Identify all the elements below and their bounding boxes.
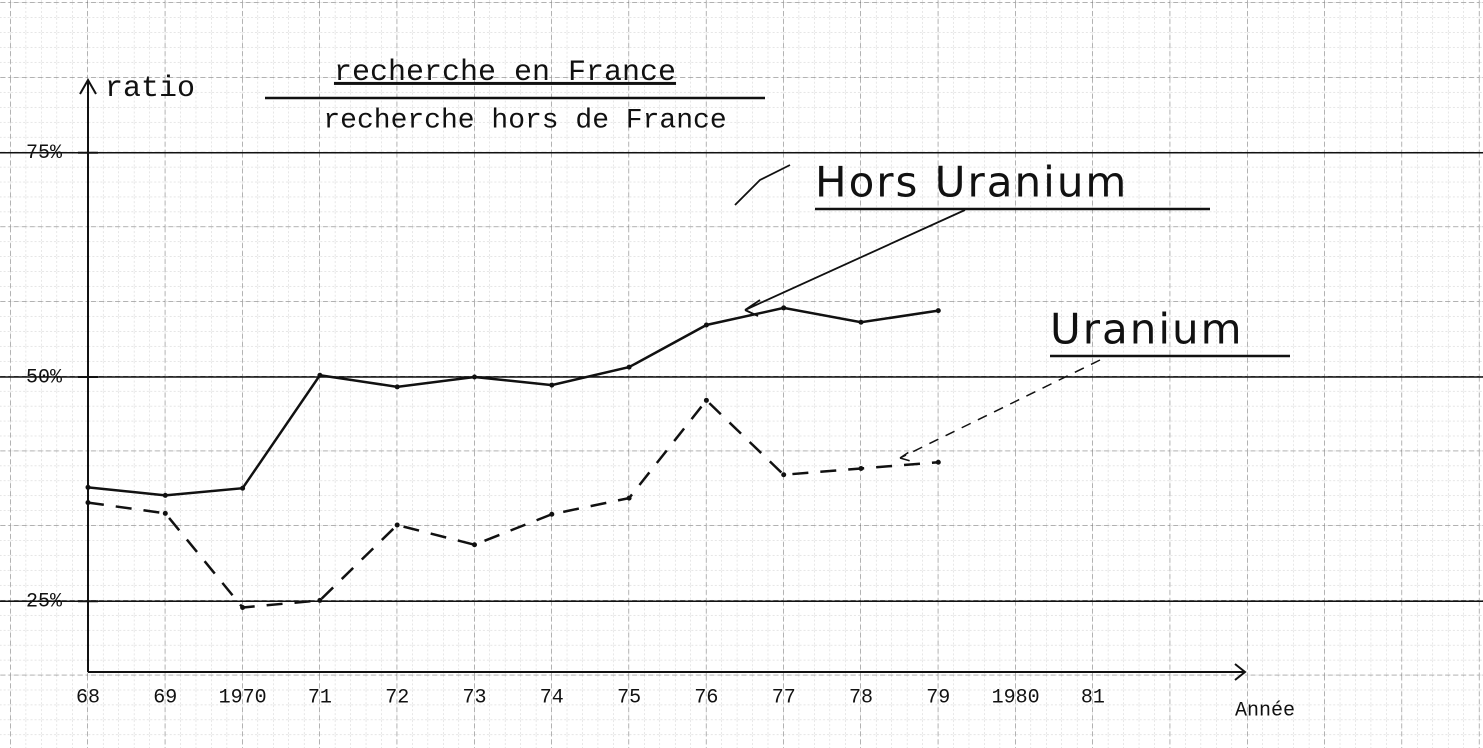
x-tick-label: 69 [153,686,177,709]
data-point [549,383,554,388]
data-point [86,500,91,505]
x-tick-label: 78 [849,686,873,709]
x-tick-label: 79 [926,686,950,709]
data-point [317,373,322,378]
x-tick-label: 71 [308,686,332,709]
data-point [472,542,477,547]
x-tick-label: 1980 [992,686,1040,709]
y-axis-label: ratio [105,72,195,106]
y-label-numerator: recherche en France [334,56,676,90]
data-point [781,472,786,477]
data-point [240,605,245,610]
x-tick-label: 81 [1081,686,1105,709]
data-point [859,320,864,325]
data-point [395,523,400,528]
data-point [472,375,477,380]
data-point [627,365,632,370]
x-tick-label: 76 [694,686,718,709]
y-label-denominator: recherche hors de France [323,105,726,136]
x-axis-label: Année [1235,699,1295,722]
x-tick-label: 72 [385,686,409,709]
data-point [936,308,941,313]
x-tick-label: 68 [76,686,100,709]
x-tick-label: 73 [462,686,486,709]
data-point [549,512,554,517]
data-point [395,384,400,389]
y-tick-label: 25% [26,591,63,614]
y-tick-label: 75% [26,142,63,165]
legend-label: Uranium [1050,305,1244,354]
data-point [627,496,632,501]
y-tick-label: 50% [26,366,63,389]
data-point [936,460,941,465]
data-point [704,398,709,403]
x-tick-label: 74 [540,686,564,709]
data-point [859,466,864,471]
data-point [704,322,709,327]
x-tick-label: 75 [617,686,641,709]
legend-label: Hors Uranium [815,158,1128,207]
chart: ratio recherche en France recherche hors… [0,0,1483,748]
x-tick-label: 77 [772,686,796,709]
graph-paper [0,0,1483,748]
x-tick-label: 1970 [219,686,267,709]
data-point [317,598,322,603]
data-point [240,486,245,491]
data-point [163,511,168,516]
data-point [781,305,786,310]
data-point [86,485,91,490]
data-point [163,493,168,498]
